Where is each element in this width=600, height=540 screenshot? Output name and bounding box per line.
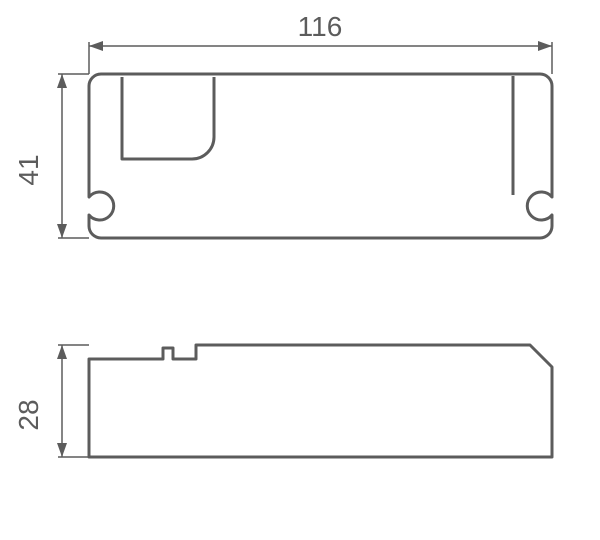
dim-arrow: [57, 74, 67, 88]
top-view-outline: [89, 74, 552, 238]
dim-width-label: 116: [298, 11, 343, 42]
dim-arrow: [57, 443, 67, 457]
dim-arrow: [57, 224, 67, 238]
side-view-outline: [89, 345, 552, 457]
top-view-inner-panel: [122, 77, 214, 159]
dim-height-top-label: 41: [13, 154, 44, 185]
dim-arrow: [57, 345, 67, 359]
dim-arrow: [538, 41, 552, 51]
dim-height-bottom-label: 28: [13, 399, 44, 430]
dim-arrow: [89, 41, 103, 51]
